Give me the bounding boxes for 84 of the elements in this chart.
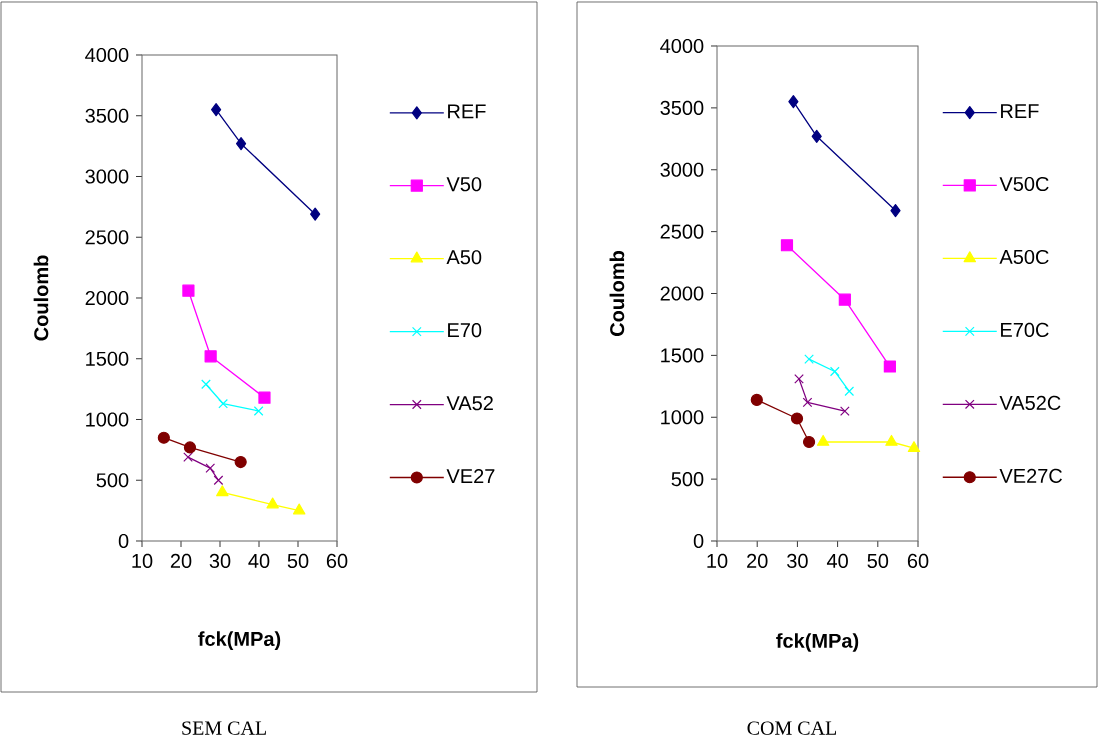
point [204,350,217,363]
y-tick-label: 4000 [85,47,129,63]
legend-label: V50C [999,176,1049,192]
legend-label: V50 [446,177,482,192]
legend-label: VE27 [446,469,495,483]
point [802,397,813,408]
point [838,293,851,306]
x-tick-label: 40 [248,553,270,569]
y-tick-label: 500 [96,473,129,488]
point [794,374,804,384]
x-tick-label: 30 [787,553,808,569]
y-tick-label: 2500 [85,230,129,245]
point [811,129,822,143]
y-tick-label: 3000 [660,162,704,177]
point [790,412,804,425]
point [310,207,321,221]
legend-label: A50 [446,250,482,265]
point [780,239,794,252]
point [211,103,222,117]
legend-label: REF [448,104,486,119]
point [235,137,247,151]
point [907,441,921,453]
y-axis-title: Coulomb [609,250,625,337]
x-tick-label: 20 [170,553,192,569]
y-tick-label: 0 [693,533,704,549]
point [816,434,830,446]
point [253,406,264,416]
y-tick-label: 1500 [86,351,129,366]
point [883,360,896,373]
legend-label: E70 [448,323,482,338]
y-axis-title: Coulomb [33,255,49,341]
point [840,406,850,416]
point [213,475,224,486]
point [157,431,170,444]
legend-label: VE27C [999,468,1063,483]
legend-label: REF [1001,104,1039,118]
point [788,95,799,109]
x-axis-title: fck(MPa) [776,633,859,652]
point [266,497,279,509]
y-tick-label: 3500 [660,100,704,115]
y-tick-label: 2000 [660,286,704,301]
point [750,393,763,407]
x-tick-label: 50 [287,553,309,569]
legend-label: A50C [999,249,1049,265]
legend-label: VA52 [446,396,493,411]
point [890,203,901,218]
point [802,435,816,449]
y-tick-label: 4000 [660,38,704,54]
x-tick-label: 60 [907,553,929,569]
x-tick-label: 50 [867,553,889,569]
point [182,284,195,297]
x-tick-label: 10 [132,553,153,569]
y-tick-label: 3500 [85,108,129,123]
point [205,463,216,473]
x-tick-label: 60 [326,553,348,569]
point [829,366,840,377]
y-tick-label: 1000 [661,410,704,425]
text: SEM CAL [182,721,266,735]
x-axis-title: fck(MPa) [198,631,281,650]
point [183,452,193,463]
legend-label: E70C [1001,322,1049,337]
y-tick-label: 500 [671,472,704,487]
x-tick-label: 40 [826,553,848,569]
x-tick-label: 10 [707,553,728,569]
point [234,455,247,469]
point [804,354,814,364]
point [844,386,855,397]
point [201,379,211,390]
point [292,503,306,515]
point [216,485,229,497]
y-tick-label: 0 [118,533,129,549]
y-tick-label: 1500 [661,348,704,363]
y-tick-label: 3000 [85,169,129,184]
x-tick-label: 30 [209,553,231,569]
point [258,391,271,404]
x-tick-label: 20 [747,553,768,569]
point [183,441,197,454]
y-tick-label: 2500 [660,224,704,239]
y-tick-label: 2000 [85,290,129,306]
point [885,434,898,446]
point [218,398,228,409]
y-tick-label: 1000 [86,412,129,427]
legend-label: VA52C [999,395,1061,410]
text: COM CAL [747,721,837,735]
